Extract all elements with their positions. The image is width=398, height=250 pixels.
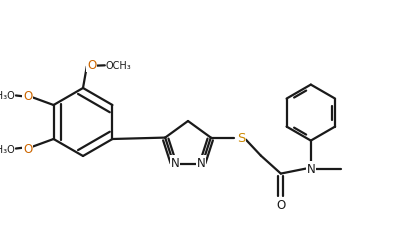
Text: N: N bbox=[197, 156, 205, 169]
Text: CH₃O: CH₃O bbox=[0, 91, 15, 101]
Text: O: O bbox=[23, 142, 33, 156]
Text: N: N bbox=[306, 162, 315, 175]
Text: O: O bbox=[276, 198, 285, 211]
Text: O: O bbox=[87, 58, 96, 71]
Text: OCH₃: OCH₃ bbox=[106, 61, 132, 71]
Text: N: N bbox=[170, 156, 179, 169]
Text: S: S bbox=[237, 132, 245, 144]
Text: O: O bbox=[23, 90, 33, 102]
Text: CH₃O: CH₃O bbox=[0, 144, 15, 154]
